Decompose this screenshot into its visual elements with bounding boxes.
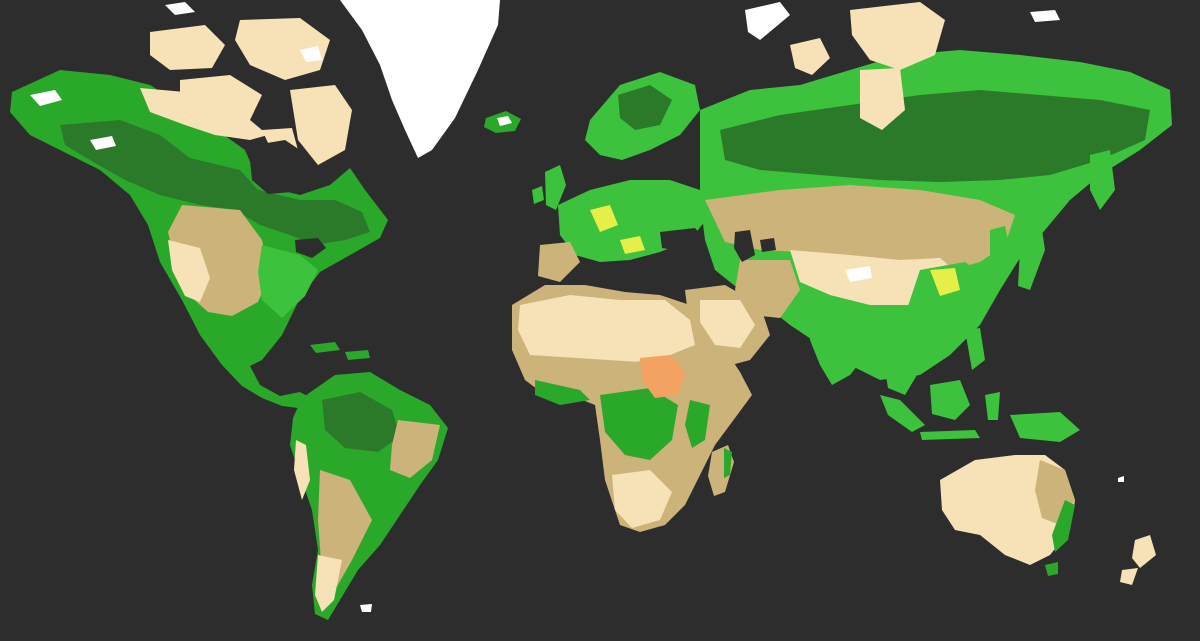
java bbox=[920, 430, 980, 440]
novaya-zemlya bbox=[745, 2, 790, 40]
new-guinea bbox=[1010, 412, 1080, 442]
east-africa-highlands bbox=[685, 400, 710, 448]
japan bbox=[1018, 216, 1045, 290]
sudd-savanna bbox=[640, 355, 685, 398]
na-boreal-forest bbox=[60, 120, 370, 245]
south-america bbox=[290, 372, 448, 620]
sumatra bbox=[880, 395, 925, 432]
na-southwest-desert bbox=[168, 240, 210, 302]
taymyr-tundra-2 bbox=[860, 68, 905, 130]
iberia bbox=[538, 242, 580, 282]
caribbean-islands bbox=[310, 342, 370, 360]
scandinavia-forest bbox=[618, 85, 672, 130]
africa bbox=[512, 285, 752, 532]
black-sea bbox=[660, 228, 705, 252]
china-east bbox=[905, 262, 990, 340]
australia-east-coast-forest bbox=[1052, 500, 1075, 552]
na-arctic-ice-1 bbox=[30, 90, 62, 106]
iceland-ice bbox=[497, 116, 512, 126]
greenland bbox=[340, 0, 500, 158]
small-islands bbox=[360, 10, 1124, 612]
korea-japan bbox=[990, 226, 1012, 270]
india bbox=[805, 305, 880, 385]
north-america bbox=[10, 70, 388, 408]
tasmania bbox=[1045, 562, 1058, 576]
sa-amazon-forest bbox=[322, 392, 400, 452]
sahel-grassland bbox=[530, 355, 660, 392]
tibetan-ice bbox=[845, 266, 872, 282]
sa-brazilian-savanna bbox=[390, 420, 440, 478]
british-isles bbox=[545, 165, 566, 210]
na-hudson-bay bbox=[250, 140, 305, 194]
southeast-asia bbox=[880, 328, 1080, 442]
australia bbox=[940, 455, 1075, 576]
iran-plateau bbox=[735, 260, 800, 318]
svalbard bbox=[790, 38, 830, 75]
philippines bbox=[965, 328, 985, 370]
europe-crop-mosaic-1 bbox=[590, 205, 618, 232]
na-great-lakes bbox=[295, 238, 326, 258]
central-asian-steppe bbox=[705, 185, 1015, 272]
arctic-archipelago bbox=[150, 2, 352, 165]
lake-balkhash bbox=[760, 238, 776, 252]
mediterranean-sea bbox=[580, 262, 660, 290]
ireland bbox=[532, 186, 544, 204]
siberian-forest bbox=[720, 90, 1150, 182]
sa-andes bbox=[294, 440, 310, 500]
na-east-cropland bbox=[258, 245, 318, 318]
na-tundra bbox=[140, 88, 268, 140]
na-arctic-ice-2 bbox=[90, 136, 116, 150]
north-china-plain bbox=[930, 268, 960, 296]
west-africa-forest bbox=[535, 380, 590, 405]
kamchatka bbox=[1090, 150, 1115, 210]
caspian-sea bbox=[734, 230, 755, 262]
sulawesi bbox=[985, 392, 1000, 420]
asia bbox=[660, 2, 1172, 385]
central-africa-forest bbox=[600, 388, 678, 460]
sa-patagonia bbox=[315, 555, 342, 612]
new-zealand bbox=[1120, 535, 1156, 585]
europe-crop-mosaic-2 bbox=[620, 236, 645, 254]
madagascar-forest bbox=[724, 448, 732, 478]
taymyr-tundra bbox=[850, 2, 945, 70]
borneo bbox=[930, 380, 970, 420]
southern-africa bbox=[612, 470, 672, 528]
sahara bbox=[518, 295, 695, 368]
